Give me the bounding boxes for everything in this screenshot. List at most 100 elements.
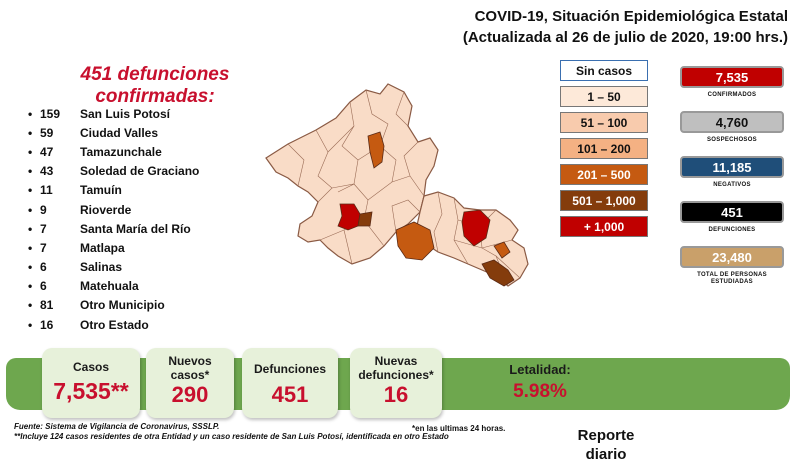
map-legend: Sin casos 1 – 50 51 – 100 101 – 200 201 – 50… (560, 60, 648, 242)
last-24h-note: *en las ultimas 24 horas. (412, 424, 506, 433)
bullet: • (28, 164, 33, 179)
deaths-headline: 451 defunciones confirmadas: (80, 64, 230, 107)
casos-value: 7,535** (53, 378, 129, 404)
municipality-name: Ciudad Valles (80, 125, 159, 140)
stat-value: 7,535 (680, 66, 784, 88)
region-soledad (357, 211, 373, 227)
bullet: • (28, 183, 33, 198)
municipality-row: • 16 Otro Estado (28, 315, 258, 334)
municipality-row: • 7 Santa María del Río (28, 219, 258, 238)
letalidad-label: Letalidad: (509, 362, 571, 377)
municipality-count: 7 (40, 221, 47, 236)
bullet: • (28, 317, 33, 332)
region-matlapa (493, 241, 511, 259)
region-ciudad-valles (461, 209, 491, 247)
municipality-count: 9 (40, 202, 47, 217)
legend-item: + 1,000 (560, 216, 648, 237)
defunciones-card: Defunciones 451 (242, 348, 338, 418)
municipality-count: 11 (40, 183, 53, 198)
report-header: COVID-19, Situación Epidemiológica Estat… (463, 6, 788, 48)
municipality-row: • 159 San Luis Potosí (28, 104, 258, 123)
municipality-count: 81 (40, 298, 54, 313)
municipality-name: Rioverde (80, 202, 132, 217)
municipality-row: • 43 Soledad de Graciano (28, 162, 258, 181)
nuevos-casos-value: 290 (171, 382, 209, 407)
municipality-row: • 59 Ciudad Valles (28, 123, 258, 142)
bullet: • (28, 279, 33, 294)
municipality-count: 47 (40, 144, 54, 159)
stat-value: 23,480 (680, 246, 784, 268)
bullet: • (28, 202, 33, 217)
region-rioverde (395, 221, 435, 261)
state-map (265, 83, 529, 287)
municipality-count: 59 (40, 125, 54, 140)
casos-label: Casos (72, 360, 110, 374)
legend-item: 201 – 500 (560, 164, 648, 185)
municipality-deaths-list: • 159 San Luis Potosí • 59 Ciudad Valles • 47 Ta… (28, 104, 258, 334)
municipality-row: • 6 Salinas (28, 258, 258, 277)
municipality-row: • 6 Matehuala (28, 277, 258, 296)
municipality-row: • 9 Rioverde (28, 200, 258, 219)
legend-item: 51 – 100 (560, 112, 648, 133)
municipality-name: Matehuala (80, 279, 139, 294)
municipality-row: • 47 Tamazunchale (28, 142, 258, 161)
municipality-name: Santa María del Río (80, 221, 191, 236)
municipality-count: 159 (40, 106, 61, 121)
source-notes: Fuente: Sistema de Vigilancia de Coronav… (14, 422, 494, 442)
daily-report-label: Reporte diario (577, 427, 635, 463)
municipality-name: Otro Estado (80, 317, 149, 332)
municipality-count: 16 (40, 317, 54, 332)
nuevas-defunciones-label: Nuevas defunciones* (358, 354, 434, 382)
legend-item: 1 – 50 (560, 86, 648, 107)
map-base (265, 83, 529, 287)
defunciones-label: Defunciones (253, 362, 326, 376)
bullet: • (28, 240, 33, 255)
stat-label: TOTAL DE PERSONAS ESTUDIADAS (697, 272, 767, 285)
region-tamazunchale (481, 259, 515, 287)
legend-item: 101 – 200 (560, 138, 648, 159)
stat-label: CONFIRMADOS (707, 92, 757, 98)
region-matehuala (367, 131, 385, 169)
municipality-row: • 7 Matlapa (28, 238, 258, 257)
municipality-count: 43 (40, 164, 54, 179)
bullet: • (28, 125, 33, 140)
letalidad-block: Letalidad: 5.98% (470, 358, 610, 403)
defunciones-value: 451 (271, 382, 309, 407)
municipality-count: 6 (40, 279, 47, 294)
nuevas-defunciones-value: 16 (383, 382, 409, 407)
municipality-name: Soledad de Graciano (80, 164, 200, 179)
stat-label: SOSPECHOSOS (707, 137, 757, 143)
municipality-name: Otro Municipio (80, 298, 165, 313)
municipality-name: Tamuín (80, 183, 122, 198)
bullet: • (28, 221, 33, 236)
legend-item: 501 – 1,000 (560, 190, 648, 211)
bullet: • (28, 106, 33, 121)
stat-label: DEFUNCIONES (708, 227, 756, 233)
municipality-row: • 81 Otro Municipio (28, 296, 258, 315)
letalidad-value: 5.98% (513, 381, 567, 402)
municipality-name: Matlapa (80, 240, 125, 255)
municipality-name: Tamazunchale (80, 144, 162, 159)
nuevos-casos-label: Nuevos casos* (168, 354, 212, 382)
bullet: • (28, 144, 33, 159)
nuevos-casos-card: Nuevos casos* 290 (146, 348, 234, 418)
stat-value: 4,760 (680, 111, 784, 133)
casos-card: Casos 7,535** (42, 348, 140, 418)
municipality-count: 7 (40, 240, 47, 255)
municipality-row: • 11 Tamuín (28, 181, 258, 200)
stats-panel: 7,535 CONFIRMADOS 4,760 SOSPECHOSOS 11,185 NE… (680, 66, 784, 298)
bullet: • (28, 298, 33, 313)
bullet: • (28, 260, 33, 275)
stat-value: 11,185 (680, 156, 784, 178)
header-title: COVID-19, Situación Epidemiológica Estat… (474, 8, 788, 25)
included-note: **Incluye 124 casos residentes de otra E… (14, 432, 449, 441)
source-line: Fuente: Sistema de Vigilancia de Coronav… (14, 422, 220, 431)
municipality-count: 6 (40, 260, 47, 275)
nuevas-defunciones-card: Nuevas defunciones* 16 (350, 348, 442, 418)
legend-item: Sin casos (560, 60, 648, 81)
stat-value: 451 (680, 201, 784, 223)
municipality-name: San Luis Potosí (80, 106, 171, 121)
region-san-luis-potosi (337, 203, 361, 231)
map-choropleth-highlights (337, 131, 515, 287)
stat-label: NEGATIVOS (713, 182, 751, 188)
